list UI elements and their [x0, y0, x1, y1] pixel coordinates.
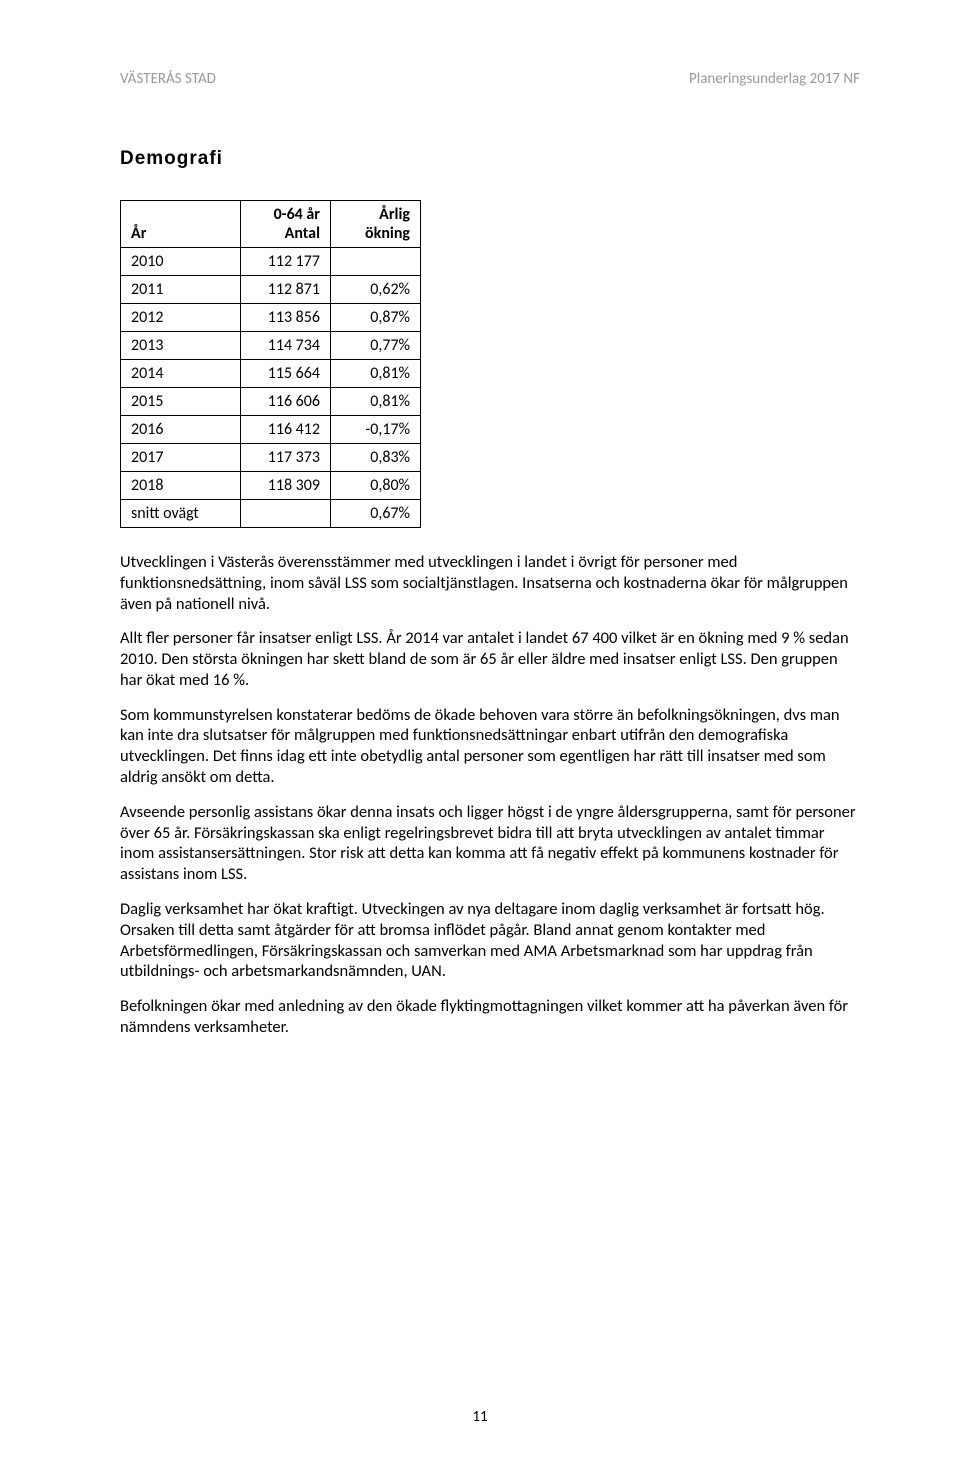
th-okning-l1: Årlig	[341, 205, 410, 224]
cell-okning: 0,81%	[331, 360, 421, 388]
th-year-l2: År	[131, 224, 230, 243]
body-paragraph: Avseende personlig assistans ökar denna …	[120, 802, 860, 885]
cell-okning: 0,87%	[331, 304, 421, 332]
table-row: 2018118 3090,80%	[121, 472, 421, 500]
section-title: Demografi	[120, 148, 860, 170]
cell-antal: 113 856	[241, 304, 331, 332]
cell-okning: 0,80%	[331, 472, 421, 500]
cell-antal: 117 373	[241, 444, 331, 472]
table-row: 2010112 177	[121, 248, 421, 276]
table-body: 2010112 1772011112 8710,62%2012113 8560,…	[121, 248, 421, 528]
cell-okning: -0,17%	[331, 416, 421, 444]
cell-year: 2013	[121, 332, 241, 360]
cell-okning: 0,81%	[331, 388, 421, 416]
header-right: Planeringsunderlag 2017 NF	[689, 70, 860, 88]
cell-year: 2018	[121, 472, 241, 500]
cell-year: 2015	[121, 388, 241, 416]
page-number: 11	[472, 1408, 487, 1426]
cell-year: 2011	[121, 276, 241, 304]
th-antal-l2: Antal	[251, 224, 320, 243]
demografi-table: År 0-64 år Antal Årlig ökning 2010112 17…	[120, 200, 421, 528]
body-paragraph: Som kommunstyrelsen konstaterar bedöms d…	[120, 705, 860, 788]
cell-antal: 112 871	[241, 276, 331, 304]
body-paragraph: Allt fler personer får insatser enligt L…	[120, 628, 860, 690]
th-antal: 0-64 år Antal	[241, 201, 331, 248]
cell-year: snitt ovägt	[121, 500, 241, 528]
table-header-row: År 0-64 år Antal Årlig ökning	[121, 201, 421, 248]
header-left: VÄSTERÅS STAD	[120, 70, 216, 88]
cell-year: 2016	[121, 416, 241, 444]
cell-year: 2014	[121, 360, 241, 388]
body-paragraph: Utvecklingen i Västerås överensstämmer m…	[120, 552, 860, 614]
table-row: 2014115 6640,81%	[121, 360, 421, 388]
body-paragraph: Befolkningen ökar med anledning av den ö…	[120, 996, 860, 1038]
th-antal-l1: 0-64 år	[251, 205, 320, 224]
th-year: År	[121, 201, 241, 248]
table-row: 2016116 412-0,17%	[121, 416, 421, 444]
cell-antal	[241, 500, 331, 528]
cell-okning	[331, 248, 421, 276]
cell-antal: 116 412	[241, 416, 331, 444]
cell-antal: 118 309	[241, 472, 331, 500]
cell-okning: 0,62%	[331, 276, 421, 304]
cell-antal: 116 606	[241, 388, 331, 416]
th-okning: Årlig ökning	[331, 201, 421, 248]
cell-antal: 114 734	[241, 332, 331, 360]
cell-okning: 0,67%	[331, 500, 421, 528]
table-row: snitt ovägt 0,67%	[121, 500, 421, 528]
body-paragraph: Daglig verksamhet har ökat kraftigt. Utv…	[120, 899, 860, 982]
cell-okning: 0,77%	[331, 332, 421, 360]
table-row: 2015116 6060,81%	[121, 388, 421, 416]
page-header: VÄSTERÅS STAD Planeringsunderlag 2017 NF	[120, 70, 860, 88]
table-row: 2011112 8710,62%	[121, 276, 421, 304]
table-row: 2012113 8560,87%	[121, 304, 421, 332]
th-okning-l2: ökning	[341, 224, 410, 243]
table-row: 2013114 7340,77%	[121, 332, 421, 360]
cell-antal: 115 664	[241, 360, 331, 388]
body-paragraphs: Utvecklingen i Västerås överensstämmer m…	[120, 552, 860, 1038]
cell-antal: 112 177	[241, 248, 331, 276]
cell-year: 2010	[121, 248, 241, 276]
table-row: 2017117 3730,83%	[121, 444, 421, 472]
cell-year: 2012	[121, 304, 241, 332]
cell-okning: 0,83%	[331, 444, 421, 472]
cell-year: 2017	[121, 444, 241, 472]
